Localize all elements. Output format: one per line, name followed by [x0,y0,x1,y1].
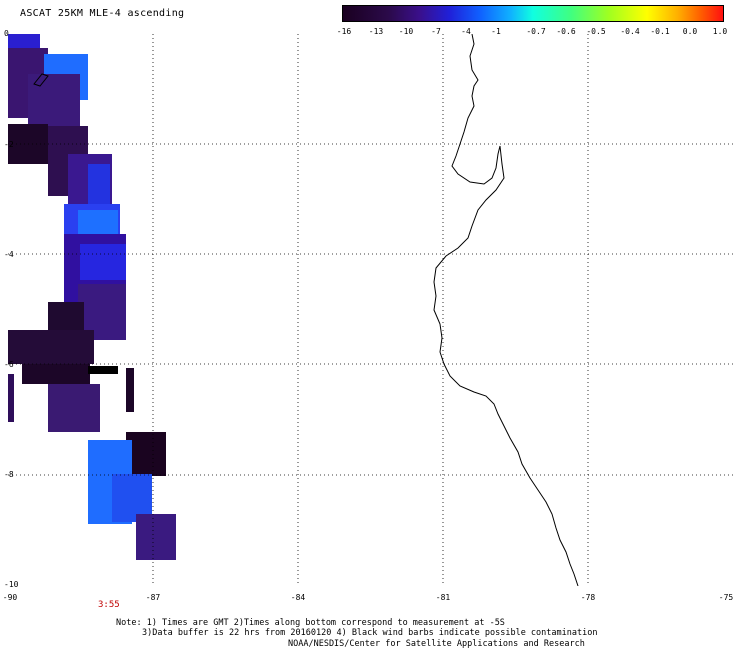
map-panel[interactable] [8,33,734,587]
colorbar [342,5,724,22]
lat-label: -10 [4,580,19,589]
note-line-3: NOAA/NESDIS/Center for Satellite Applica… [288,639,585,649]
lon-label: -81 [435,593,451,602]
colorbar-label: -0.4 [620,27,640,36]
colorbar-label: -0.5 [586,27,606,36]
colorbar-gradient [343,6,723,21]
colorbar-label: -1 [491,27,501,36]
lat-label: -6 [4,360,14,369]
colorbar-label: -13 [368,27,384,36]
colorbar-label: -0.6 [556,27,576,36]
note-line-2: 3)Data buffer is 22 hrs from 20160120 4)… [142,628,598,638]
lat-label: 0 [4,29,9,38]
coastline [433,33,579,587]
colorbar-label: -0.1 [650,27,670,36]
colorbar-label: 0.0 [682,27,698,36]
time-label: 3:55 [98,600,120,610]
island-outline [33,73,49,87]
wind-swath [8,34,176,560]
lon-label: -90 [2,593,18,602]
map-title: ASCAT 25KM MLE-4 ascending [20,8,185,19]
lat-label: -8 [4,470,14,479]
colorbar-label: 1.0 [712,27,728,36]
lon-label: -84 [290,593,306,602]
lat-label: -2 [4,140,14,149]
colorbar-label: -10 [398,27,414,36]
colorbar-label: -0.7 [526,27,546,36]
colorbar-label: -7 [431,27,441,36]
colorbar-label: -16 [336,27,352,36]
note-line-1: Note: 1) Times are GMT 2)Times along bot… [116,618,505,628]
lat-label: -4 [4,250,14,259]
lon-label: -87 [145,593,161,602]
map-canvas [8,33,734,587]
grid-lines [8,34,734,586]
lon-label: -75 [718,593,734,602]
lon-label: -78 [580,593,596,602]
colorbar-label: -4 [461,27,471,36]
